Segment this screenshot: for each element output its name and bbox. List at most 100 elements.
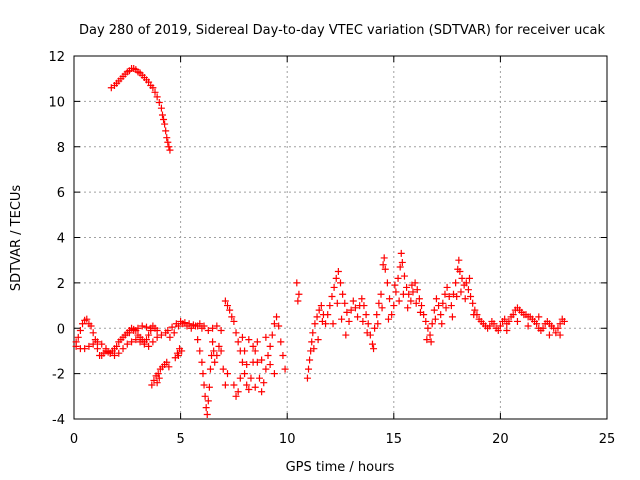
data-point (178, 347, 186, 355)
y-tick-label: 8 (57, 141, 65, 156)
data-point (145, 331, 153, 339)
data-point (383, 279, 391, 287)
data-point (232, 329, 240, 337)
data-point (524, 322, 532, 330)
data-point (266, 342, 274, 350)
data-point (329, 320, 337, 328)
data-point (513, 317, 521, 325)
data-point (505, 317, 513, 325)
data-point (501, 315, 509, 323)
data-point (379, 261, 387, 269)
data-point (309, 329, 317, 337)
data-point (400, 272, 408, 280)
data-point (161, 120, 169, 128)
data-point (354, 313, 362, 321)
data-point (158, 111, 166, 119)
data-point (431, 315, 439, 323)
y-tick-label: 4 (57, 232, 65, 247)
data-point (74, 333, 82, 341)
data-point (154, 370, 162, 378)
data-points (72, 64, 568, 418)
data-point (205, 383, 213, 391)
data-point (264, 351, 272, 359)
x-axis-label: GPS time / hours (286, 460, 395, 475)
y-tick-label: -2 (52, 368, 65, 383)
data-point (164, 327, 172, 335)
data-point (202, 404, 210, 412)
series-track-c (121, 317, 206, 339)
data-point (430, 306, 438, 314)
data-point (163, 358, 171, 366)
data-point (196, 347, 204, 355)
data-point (380, 254, 388, 262)
data-point (462, 279, 470, 287)
x-tick-labels: 0 5 10 15 20 25 (70, 432, 615, 447)
data-point (262, 333, 270, 341)
data-point (281, 365, 289, 373)
data-point (166, 333, 174, 341)
data-point (147, 327, 155, 335)
data-point (194, 336, 202, 344)
data-point (270, 370, 278, 378)
data-point (145, 342, 153, 350)
data-point (461, 295, 469, 303)
data-point (443, 283, 451, 291)
data-point (313, 313, 321, 321)
data-point (194, 322, 202, 330)
data-point (545, 331, 553, 339)
series-burst-6h (194, 336, 232, 418)
data-point (441, 290, 449, 298)
series-burst-13-15h (356, 249, 426, 353)
data-point (458, 274, 466, 282)
data-point (341, 299, 349, 307)
data-point (226, 306, 234, 314)
data-point (404, 304, 412, 312)
data-point (245, 336, 253, 344)
data-point (447, 302, 455, 310)
data-point (279, 351, 287, 359)
data-point (228, 313, 236, 321)
data-point (172, 320, 180, 328)
y-tick-label: 10 (48, 95, 65, 110)
data-point (209, 338, 217, 346)
data-point (503, 327, 511, 335)
series-dip-5h (171, 345, 186, 362)
data-point (388, 311, 396, 319)
data-point (83, 315, 91, 323)
data-point (85, 342, 93, 350)
data-point (381, 265, 389, 273)
data-point (303, 374, 311, 382)
data-point (198, 324, 206, 332)
data-point (273, 313, 281, 321)
data-point (465, 274, 473, 282)
data-point (149, 84, 157, 92)
data-point (157, 104, 165, 112)
data-point (163, 134, 171, 142)
data-point (166, 146, 174, 154)
series-burst-11-12h (293, 268, 362, 382)
data-point (160, 116, 168, 124)
data-point (153, 327, 161, 335)
data-point (258, 356, 266, 364)
data-point (418, 302, 426, 310)
data-point (243, 361, 251, 369)
data-point (384, 315, 392, 323)
data-point (121, 331, 129, 339)
data-point (266, 361, 274, 369)
data-point (339, 290, 347, 298)
data-point (230, 317, 238, 325)
y-tick-label: 0 (57, 322, 65, 337)
data-point (437, 311, 445, 319)
data-point (293, 279, 301, 287)
data-point (253, 358, 261, 366)
series-burst-7-10h (221, 297, 289, 400)
data-point (198, 358, 206, 366)
data-point (98, 340, 106, 348)
data-point (347, 306, 355, 314)
data-point (412, 299, 420, 307)
data-point (206, 365, 214, 373)
data-point (270, 320, 278, 328)
data-point (149, 338, 157, 346)
data-point (177, 317, 185, 325)
data-point (204, 327, 212, 335)
